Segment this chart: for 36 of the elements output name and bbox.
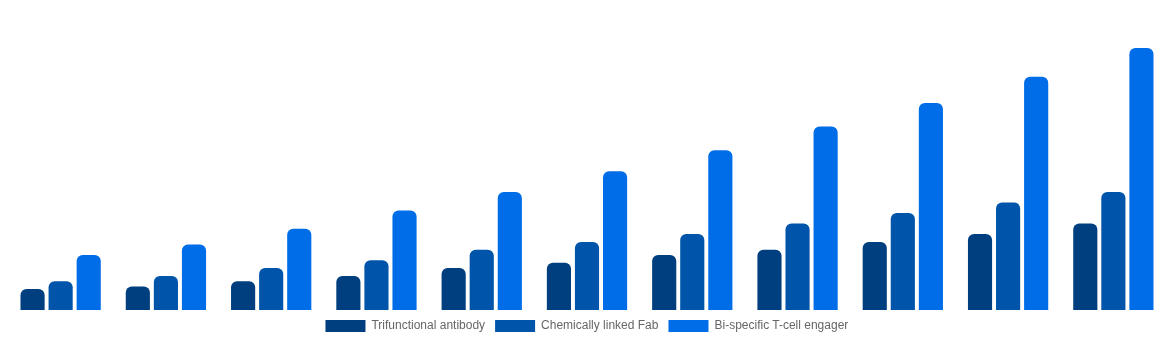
bar xyxy=(603,171,628,310)
legend-label: Bi-specific T-cell engager xyxy=(714,318,849,333)
bar xyxy=(469,249,494,310)
bar xyxy=(708,150,733,310)
legend-label: Trifunctional antibody xyxy=(371,318,486,333)
bar xyxy=(259,268,284,310)
bar xyxy=(785,223,810,310)
bar xyxy=(336,275,361,310)
bar xyxy=(1129,48,1154,310)
bar xyxy=(574,241,600,310)
bar xyxy=(918,103,943,310)
bar xyxy=(153,275,178,310)
bar xyxy=(813,126,838,310)
bar xyxy=(231,281,256,310)
bar xyxy=(48,281,73,310)
bar xyxy=(967,234,993,310)
bar xyxy=(125,286,150,310)
bar xyxy=(364,260,389,310)
bar xyxy=(181,244,207,310)
bar xyxy=(652,254,677,310)
bar xyxy=(680,234,705,310)
bar xyxy=(1073,223,1098,310)
bar xyxy=(757,249,782,310)
legend-label: Chemically linked Fab xyxy=(541,318,659,333)
bar xyxy=(546,262,571,310)
bar xyxy=(392,210,417,310)
bar xyxy=(287,228,312,310)
bar xyxy=(497,192,522,310)
bar xyxy=(441,268,466,310)
bar xyxy=(996,202,1021,310)
bar xyxy=(20,289,45,310)
bar xyxy=(76,254,101,310)
bar xyxy=(862,241,887,310)
bar xyxy=(1101,192,1126,310)
bar xyxy=(890,213,915,310)
bar xyxy=(1024,76,1049,310)
